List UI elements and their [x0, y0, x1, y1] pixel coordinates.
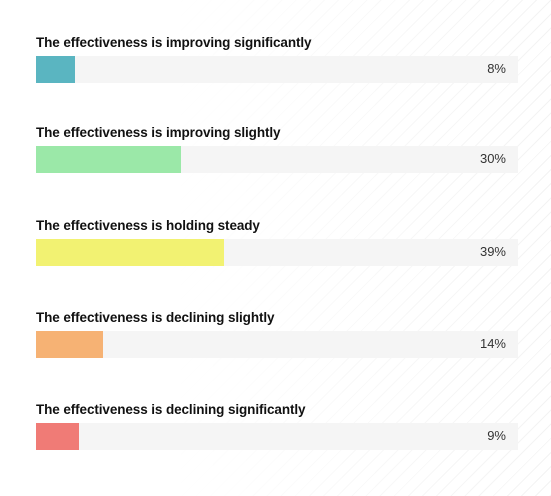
bar-label: The effectiveness is improving significa… — [36, 35, 312, 50]
bar-value-label: 8% — [487, 61, 506, 76]
bar-label: The effectiveness is improving slightly — [36, 125, 281, 140]
bar-label: The effectiveness is holding steady — [36, 218, 260, 233]
bar-track: 9% — [36, 423, 518, 450]
bar-item: The effectiveness is improving significa… — [36, 35, 518, 95]
bar-track: 8% — [36, 56, 518, 83]
bar-fill — [36, 146, 181, 173]
bar-value-label: 39% — [479, 244, 506, 259]
bar-track: 30% — [36, 146, 518, 173]
bar-fill — [36, 331, 104, 358]
bar-label: The effectiveness is declining significa… — [36, 402, 306, 417]
bar-value-label: 30% — [479, 151, 506, 166]
bar-fill — [36, 56, 75, 83]
bar-item: The effectiveness is holding steady 39% — [36, 218, 518, 278]
bar-fill — [36, 239, 224, 266]
bar-label: The effectiveness is declining slightly — [36, 310, 275, 325]
bar-track: 14% — [36, 331, 518, 358]
bar-item: The effectiveness is improving slightly … — [36, 125, 518, 185]
bar-value-label: 9% — [487, 428, 506, 443]
bar-item: The effectiveness is declining slightly … — [36, 310, 518, 370]
bar-value-label: 14% — [479, 336, 506, 351]
bar-track: 39% — [36, 239, 518, 266]
bar-fill — [36, 423, 80, 450]
bar-item: The effectiveness is declining significa… — [36, 402, 518, 462]
